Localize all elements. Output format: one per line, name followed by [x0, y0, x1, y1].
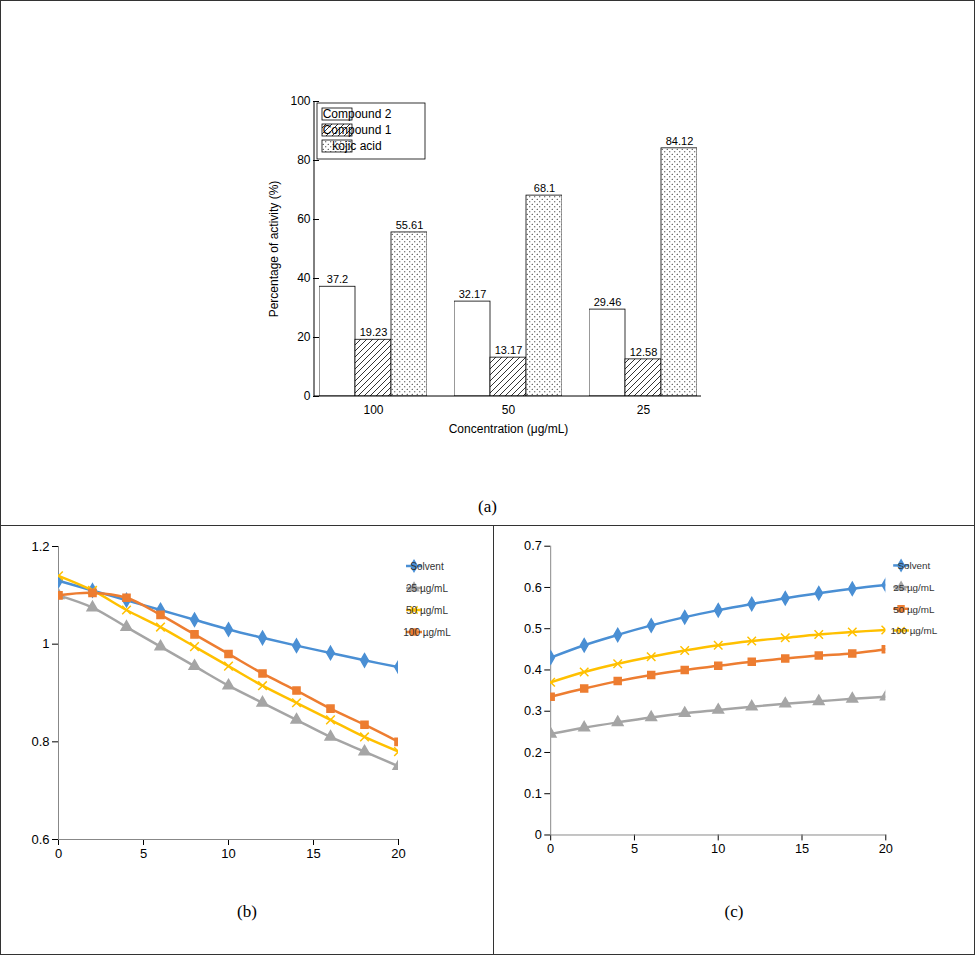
svg-text:100 µg/mL: 100 µg/mL [403, 627, 451, 638]
svg-text:0.8: 0.8 [31, 734, 49, 749]
svg-text:20: 20 [391, 846, 405, 861]
html-text:(a): (a) [478, 497, 497, 516]
svg-text:kojic acid: kojic acid [332, 139, 381, 153]
svg-text:19.23: 19.23 [360, 326, 388, 338]
svg-text:25 µg/mL: 25 µg/mL [893, 582, 935, 593]
svg-text:0: 0 [547, 841, 554, 856]
svg-text:29.46: 29.46 [594, 296, 622, 308]
html-text:(b): (b) [237, 902, 257, 921]
svg-text:13.17: 13.17 [495, 344, 523, 356]
svg-text:0.6: 0.6 [31, 832, 49, 847]
svg-text:Compound 1: Compound 1 [323, 123, 392, 137]
svg-text:50: 50 [502, 403, 516, 417]
svg-text:0.1: 0.1 [524, 786, 542, 801]
svg-text:68.1: 68.1 [534, 182, 555, 194]
svg-text:100: 100 [363, 403, 383, 417]
svg-text:0.2: 0.2 [524, 745, 542, 760]
html-text:(c): (c) [724, 902, 744, 921]
svg-text:32.17: 32.17 [459, 288, 487, 300]
svg-text:1.2: 1.2 [31, 539, 49, 554]
svg-text:Compound 2: Compound 2 [323, 107, 392, 121]
svg-text:20: 20 [879, 841, 893, 856]
svg-text:37.2: 37.2 [327, 273, 348, 285]
svg-text:25 µg/mL: 25 µg/mL [406, 583, 448, 594]
svg-text:0.6: 0.6 [524, 580, 542, 595]
svg-text:1: 1 [42, 636, 49, 651]
svg-text:0.5: 0.5 [524, 621, 542, 636]
svg-text:5: 5 [140, 846, 147, 861]
svg-text:80: 80 [297, 153, 311, 167]
svg-text:0.3: 0.3 [524, 703, 542, 718]
svg-text:0: 0 [55, 846, 62, 861]
svg-text:15: 15 [795, 841, 809, 856]
svg-text:10: 10 [711, 841, 725, 856]
svg-text:40: 40 [297, 271, 311, 285]
svg-text:0: 0 [304, 389, 311, 403]
svg-text:12.58: 12.58 [630, 346, 658, 358]
svg-text:55.61: 55.61 [396, 219, 424, 231]
svg-text:5: 5 [631, 841, 638, 856]
svg-text:50 µg/mL: 50 µg/mL [893, 604, 935, 615]
svg-text:Concentration (μg/mL): Concentration (μg/mL) [449, 422, 569, 436]
svg-text:0.4: 0.4 [524, 662, 542, 677]
svg-text:60: 60 [297, 212, 311, 226]
svg-text:0: 0 [535, 827, 542, 842]
svg-text:15: 15 [306, 846, 320, 861]
svg-text:Percentage of activity (%): Percentage of activity (%) [267, 181, 281, 318]
svg-text:84.12: 84.12 [666, 135, 694, 147]
svg-text:50 µg/mL: 50 µg/mL [406, 605, 448, 616]
svg-text:0.7: 0.7 [524, 538, 542, 553]
svg-text:100 µg/mL: 100 µg/mL [891, 625, 938, 636]
svg-text:20: 20 [297, 330, 311, 344]
svg-text:Solvent: Solvent [410, 561, 444, 572]
svg-text:Solvent: Solvent [897, 560, 930, 571]
svg-text:10: 10 [221, 846, 235, 861]
svg-text:25: 25 [637, 403, 651, 417]
svg-text:100: 100 [290, 94, 310, 108]
